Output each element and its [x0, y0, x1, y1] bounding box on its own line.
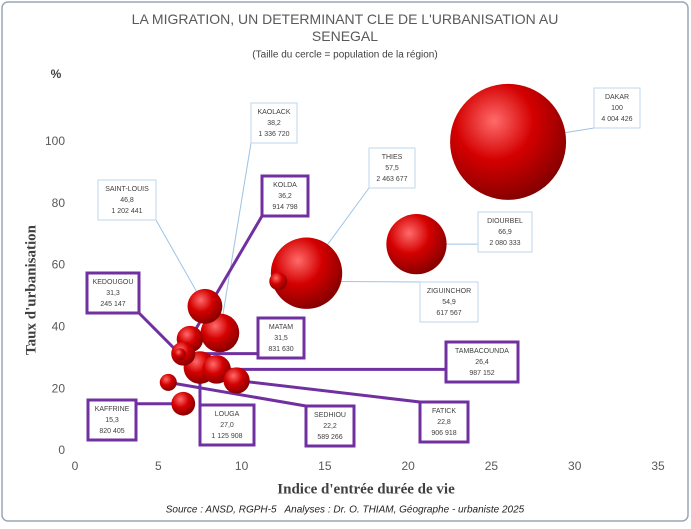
region-name: THIES [382, 154, 403, 161]
value-label: 46,8 [120, 197, 134, 204]
source-note: Source : ANSD, RGPH-5 Analyses : Dr. O. … [166, 505, 525, 516]
region-name: TAMBACOUNDA [455, 348, 509, 355]
value-label: 22,2 [323, 423, 337, 430]
size-label: 820 405 [99, 428, 124, 435]
value-label: 31,5 [274, 335, 288, 342]
region-name: SEDHIOU [314, 412, 346, 419]
x-tick-label: 5 [155, 459, 162, 473]
size-label: 906 918 [431, 430, 456, 437]
x-tick-label: 10 [235, 459, 249, 473]
value-label: 22,8 [437, 419, 451, 426]
size-label: 617 567 [436, 310, 461, 317]
size-label: 914 798 [272, 204, 297, 211]
size-label: 987 152 [469, 370, 494, 377]
size-label: 2 463 677 [376, 176, 407, 183]
region-name: KEDOUGOU [93, 279, 134, 286]
x-tick-label: 35 [651, 459, 665, 473]
y-tick-label: 20 [52, 381, 66, 395]
region-name: LOUGA [215, 411, 240, 418]
x-tick-label: 0 [72, 459, 79, 473]
value-label: 66,9 [498, 229, 512, 236]
value-label: 31,3 [106, 290, 120, 297]
value-label: 26,4 [475, 359, 489, 366]
size-label: 2 080 333 [489, 240, 520, 247]
region-name: KAOLACK [257, 109, 290, 116]
size-label: 1 202 441 [111, 208, 142, 215]
size-label: 831 630 [268, 346, 293, 353]
x-tick-label: 20 [401, 459, 415, 473]
bubble [223, 367, 249, 393]
y-tick-label: 40 [52, 320, 66, 334]
region-name: FATICK [432, 408, 456, 415]
x-tick-label: 30 [568, 459, 582, 473]
bubble [171, 392, 195, 416]
region-name: ZIGUINCHOR [427, 288, 471, 295]
size-label: 1 336 720 [258, 131, 289, 138]
value-label: 57,5 [385, 165, 399, 172]
chart-subtitle: (Taille du cercle = population de la rég… [252, 50, 437, 61]
y-tick-label: 60 [52, 258, 66, 272]
region-name: DAKAR [605, 94, 629, 101]
bubble [269, 272, 287, 290]
size-label: 589 266 [317, 434, 342, 441]
region-name: KAFFRINE [95, 406, 130, 413]
size-label: 245 147 [100, 301, 125, 308]
y-axis-label: Taux d'urbanisation [23, 224, 39, 355]
region-name: MATAM [269, 324, 293, 331]
value-label: 15,3 [105, 417, 119, 424]
size-label: 1 125 908 [211, 433, 242, 440]
bubble [174, 348, 186, 360]
x-axis-label: Indice d'entrée durée de vie [277, 481, 455, 497]
y-tick-label: 100 [45, 134, 65, 148]
y-tick-label: 80 [52, 196, 66, 210]
y-tick-label: 0 [58, 443, 65, 457]
value-label: 27,0 [220, 422, 234, 429]
y-unit: % [51, 67, 62, 81]
size-label: 4 004 426 [601, 116, 632, 123]
value-label: 38,2 [267, 120, 281, 127]
bubble [160, 374, 177, 391]
value-label: 54,9 [442, 299, 456, 306]
x-tick-label: 25 [485, 459, 499, 473]
region-name: KOLDA [273, 182, 297, 189]
value-label: 100 [611, 105, 623, 112]
bubble [450, 84, 566, 200]
region-name: SAINT-LOUIS [105, 186, 149, 193]
region-name: DIOURBEL [487, 218, 523, 225]
value-label: 36,2 [278, 193, 292, 200]
x-tick-label: 15 [318, 459, 332, 473]
bubble [188, 289, 223, 324]
bubble [386, 214, 446, 274]
